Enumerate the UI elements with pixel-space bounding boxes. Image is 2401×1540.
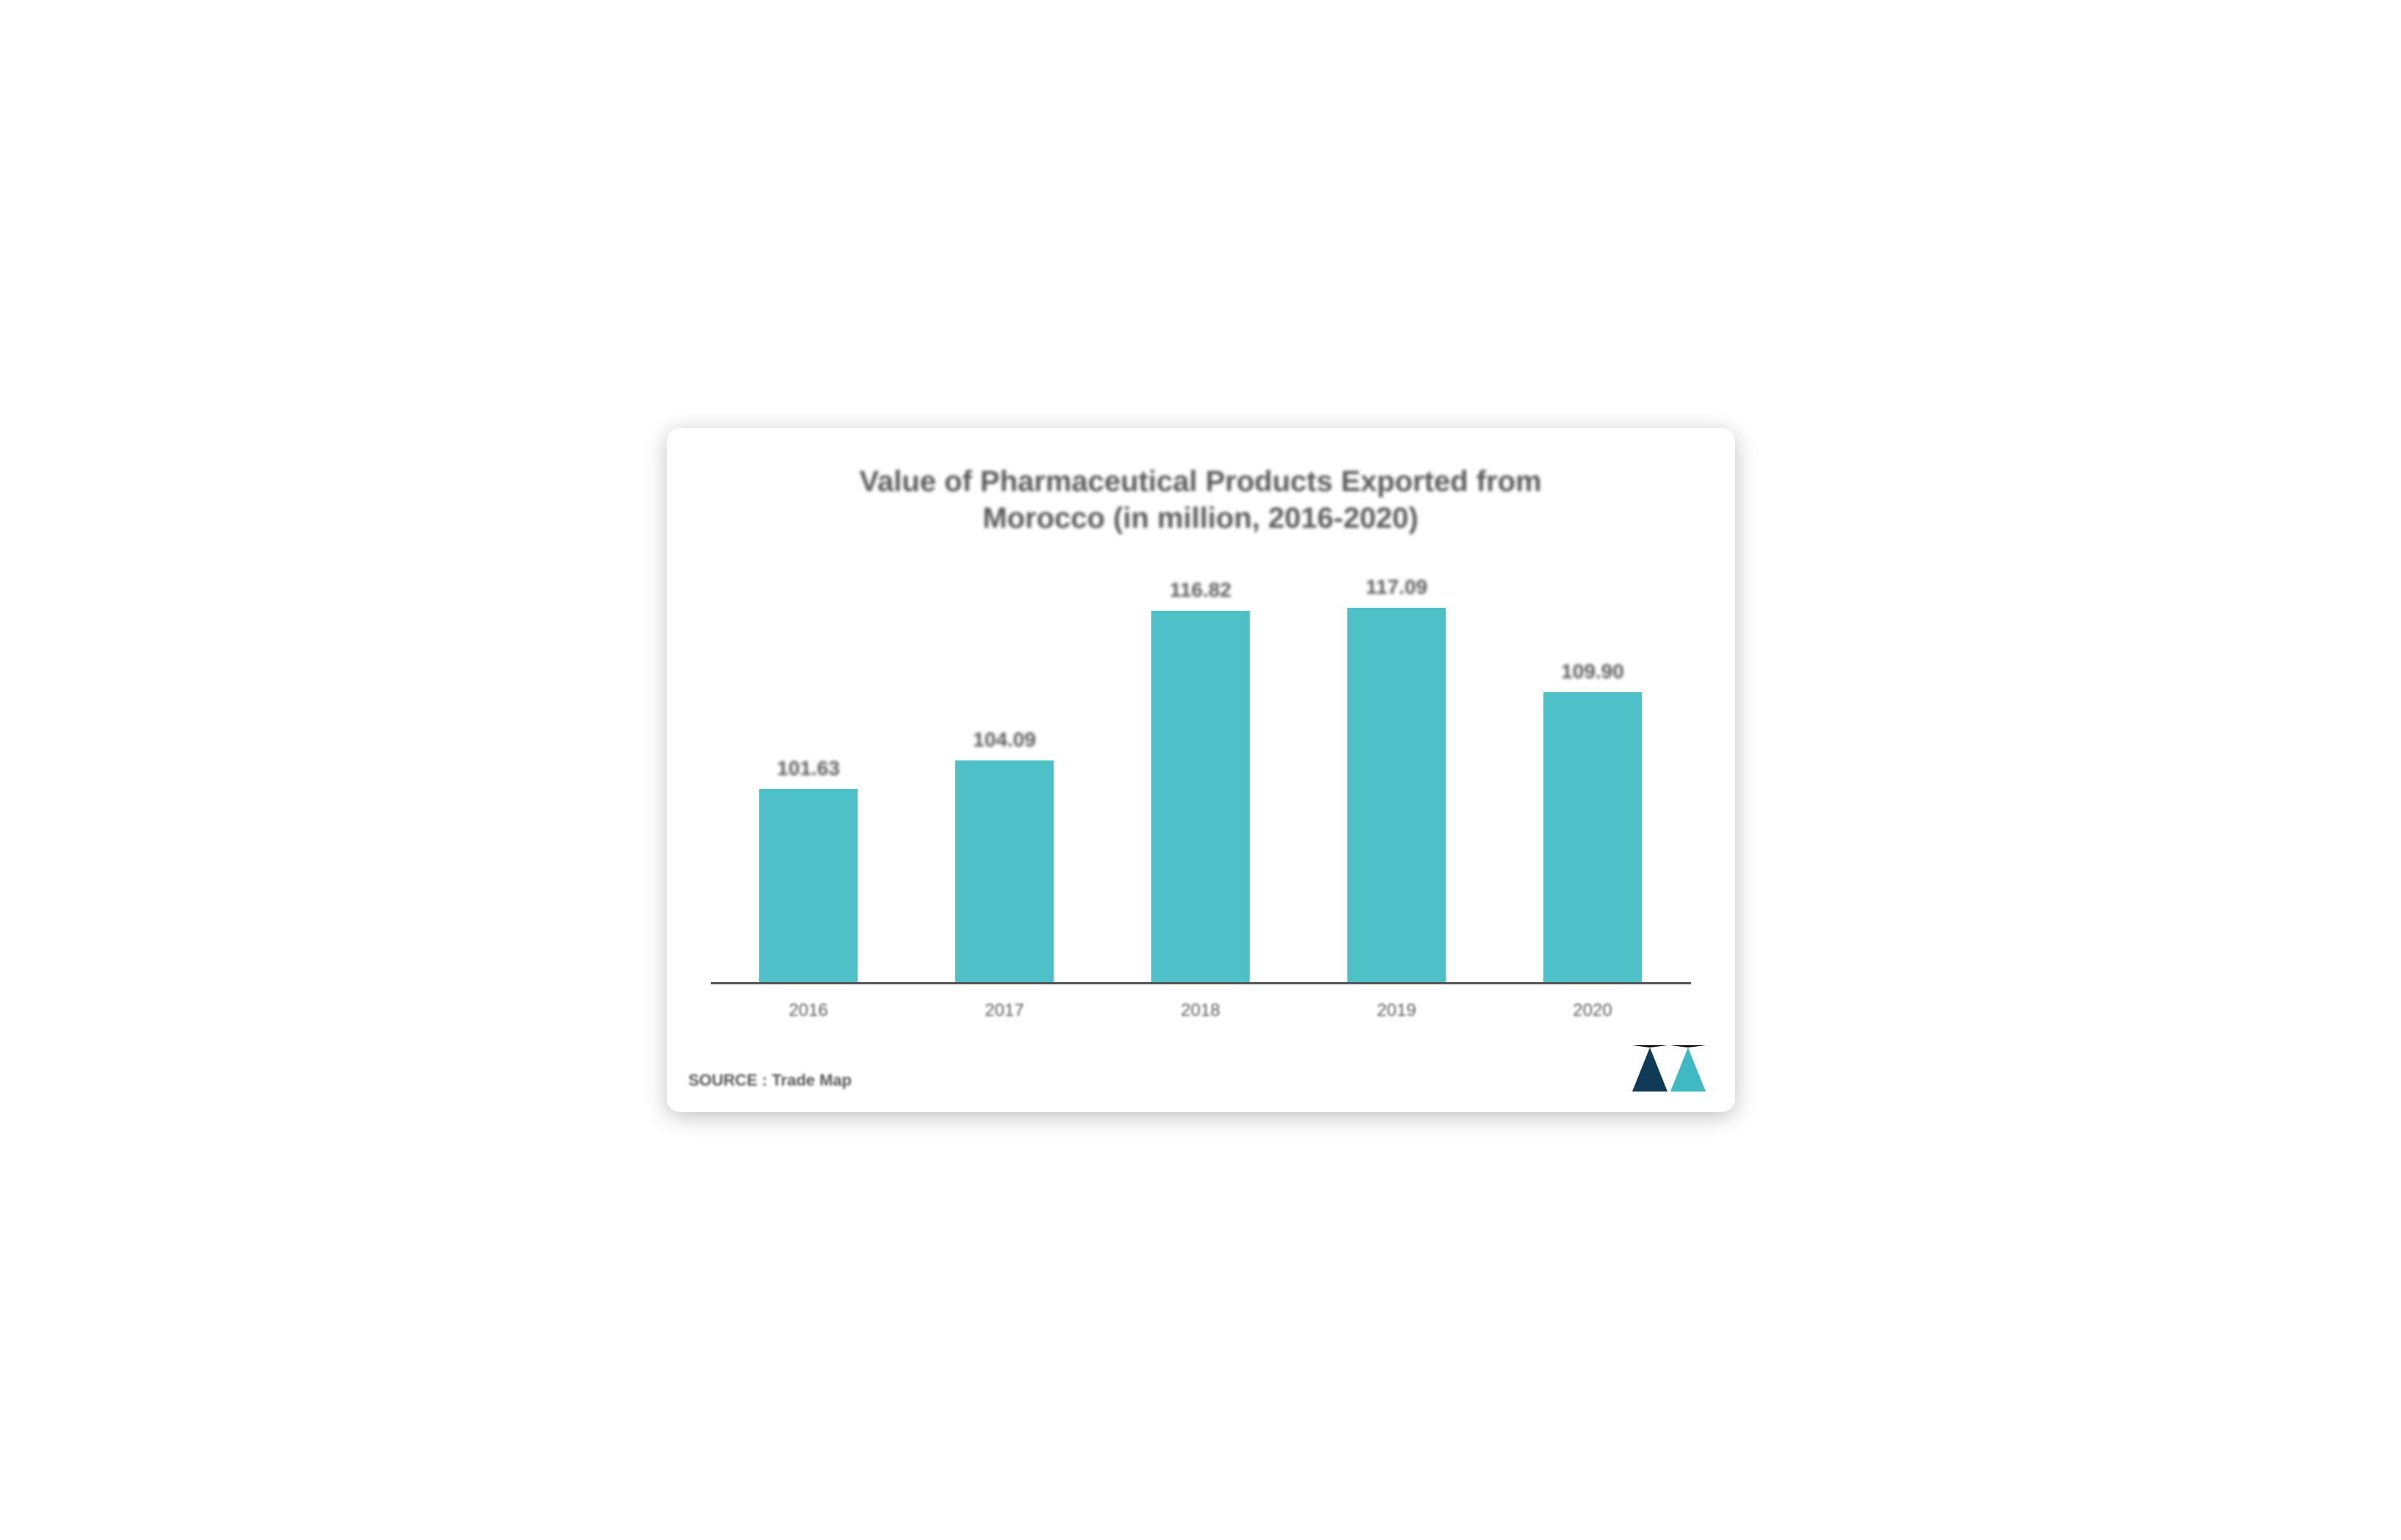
bar-value-label: 104.09 (973, 728, 1036, 752)
bar-group: 104.09 (907, 573, 1103, 984)
chart-card: Value of Pharmaceutical Products Exporte… (667, 428, 1735, 1112)
logo-triangle-right (1670, 1045, 1706, 1092)
bar-value-label: 101.63 (777, 757, 840, 780)
bar-group: 117.09 (1299, 573, 1495, 984)
x-axis-tick-label: 2020 (1495, 1000, 1691, 1021)
bar (955, 760, 1054, 984)
watermark-logo (1632, 1045, 1706, 1092)
chart-bars-container: 101.63 104.09 116.82 117.09 109.90 (711, 573, 1691, 984)
bar-value-label: 116.82 (1170, 578, 1231, 602)
x-axis-tick-label: 2018 (1103, 1000, 1299, 1021)
bar-group: 116.82 (1103, 573, 1299, 984)
bar (759, 789, 858, 984)
chart-title: Value of Pharmaceutical Products Exporte… (815, 463, 1586, 537)
x-axis-labels: 20162017201820192020 (711, 1000, 1691, 1021)
x-axis-line (711, 982, 1691, 984)
bar (1151, 611, 1250, 984)
bar-value-label: 109.90 (1561, 660, 1624, 683)
x-axis-tick-label: 2017 (907, 1000, 1103, 1021)
chart-plot-area: 101.63 104.09 116.82 117.09 109.90 (711, 573, 1691, 984)
x-axis-tick-label: 2019 (1299, 1000, 1495, 1021)
x-axis-tick-label: 2016 (711, 1000, 907, 1021)
bar (1543, 692, 1642, 984)
logo-triangle-left (1632, 1045, 1667, 1092)
source-attribution: SOURCE : Trade Map (689, 1071, 852, 1090)
bar-group: 101.63 (711, 573, 907, 984)
bar-value-label: 117.09 (1366, 575, 1427, 599)
bar-group: 109.90 (1495, 573, 1691, 984)
bar (1347, 608, 1446, 984)
